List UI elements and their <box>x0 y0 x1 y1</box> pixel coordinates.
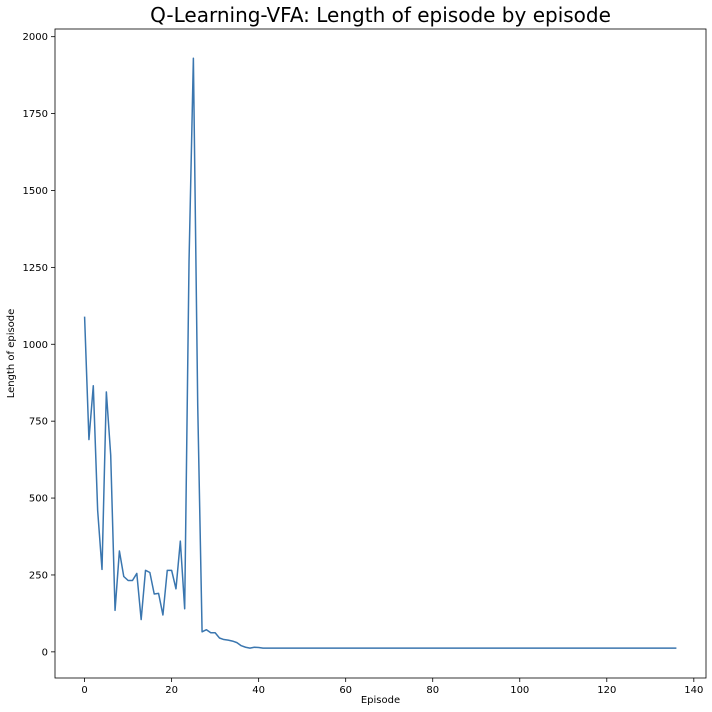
y-tick-label: 1000 <box>23 340 48 351</box>
x-tick-label: 120 <box>597 685 616 696</box>
y-tick-label: 0 <box>42 647 48 658</box>
x-tick-label: 20 <box>165 685 178 696</box>
plot-border <box>54 28 707 679</box>
plot-frame <box>54 28 707 679</box>
x-tick-label: 80 <box>426 685 439 696</box>
x-axis-ticks: 0 20 40 60 80 100 120 140 <box>81 678 703 696</box>
x-axis-label: Episode <box>361 695 400 706</box>
y-axis-label: Length of episode <box>6 309 17 399</box>
chart-title: Q-Learning-VFA: Length of episode by epi… <box>150 3 611 27</box>
y-tick-label: 1250 <box>23 263 48 274</box>
y-tick-label: 1750 <box>23 109 48 120</box>
y-axis-ticks: 0 250 500 750 1000 1250 1500 1750 2000 <box>23 32 55 658</box>
series-line <box>83 57 677 649</box>
x-tick-label: 40 <box>252 685 265 696</box>
x-tick-label: 100 <box>510 685 529 696</box>
y-tick-label: 750 <box>29 417 48 428</box>
x-tick-label: 60 <box>339 685 352 696</box>
y-tick-label: 500 <box>29 494 48 505</box>
y-tick-label: 2000 <box>23 32 48 43</box>
y-tick-label: 1500 <box>23 186 48 197</box>
y-tick-label: 250 <box>29 570 48 581</box>
x-tick-label: 140 <box>684 685 703 696</box>
x-tick-label: 0 <box>81 685 87 696</box>
